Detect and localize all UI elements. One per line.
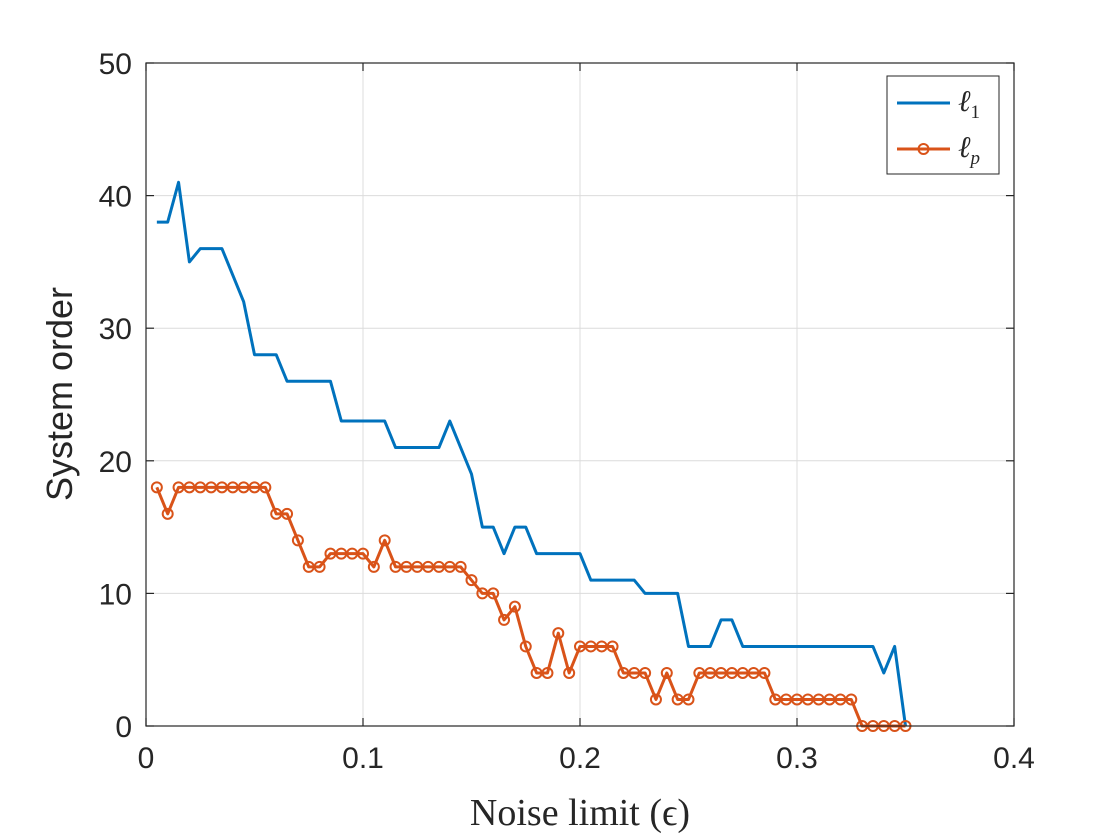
series-point-1: [541, 666, 554, 679]
y-tick-label: 10: [99, 578, 132, 611]
series-line-0: [156, 180, 907, 727]
series-point-1: [649, 693, 662, 706]
x-tick-label: 0.3: [776, 742, 818, 775]
y-tick-labels: 0 10 20 30 40 50: [99, 48, 132, 744]
legend-box: [886, 75, 1000, 175]
legend-label-lp: ℓp: [958, 131, 980, 169]
y-tick-label: 40: [99, 181, 132, 214]
x-tick-labels: 0 0.1 0.2 0.3 0.4: [138, 742, 1035, 775]
series-point-1: [281, 507, 294, 520]
x-tick-label: 0.4: [993, 742, 1035, 775]
series-point-1: [150, 481, 163, 494]
series-point-1: [291, 534, 304, 547]
series-point-1: [498, 613, 511, 626]
series-point-1: [367, 560, 380, 573]
x-axis-label: Noise limit (ϵ): [470, 792, 690, 834]
series-point-1: [682, 693, 695, 706]
series-point-1: [161, 507, 174, 520]
series-point-1: [552, 627, 565, 640]
series-point-1: [508, 600, 521, 613]
series-point-1: [378, 534, 391, 547]
series-point-1: [357, 547, 369, 560]
y-tick-label: 0: [115, 711, 132, 744]
series-point-1: [639, 666, 652, 679]
legend-marker-lp: [917, 143, 930, 155]
x-tick-label: 0.2: [559, 742, 601, 775]
y-tick-label: 50: [99, 48, 132, 81]
y-tick-label: 30: [99, 313, 132, 346]
series-point-1: [454, 560, 467, 573]
y-axis-label: System order: [39, 287, 80, 501]
series-point-1: [313, 560, 326, 573]
legend-label-l1: ℓ1: [958, 85, 980, 123]
series-point-1: [465, 574, 478, 587]
series-point-1: [845, 693, 858, 706]
series-point-1: [660, 666, 673, 679]
series-point-1: [519, 640, 532, 653]
series-point-1: [259, 481, 272, 494]
series-point-1: [758, 666, 771, 679]
x-tick-label: 0: [138, 742, 155, 775]
x-tick-label: 0.1: [342, 742, 384, 775]
series-point-1: [563, 666, 576, 679]
series-point-1: [606, 640, 619, 653]
legend: ℓ1 ℓp: [886, 75, 1000, 175]
y-tick-label: 20: [99, 446, 132, 479]
series-point-1: [487, 587, 500, 600]
tick-marks: [145, 62, 1015, 727]
